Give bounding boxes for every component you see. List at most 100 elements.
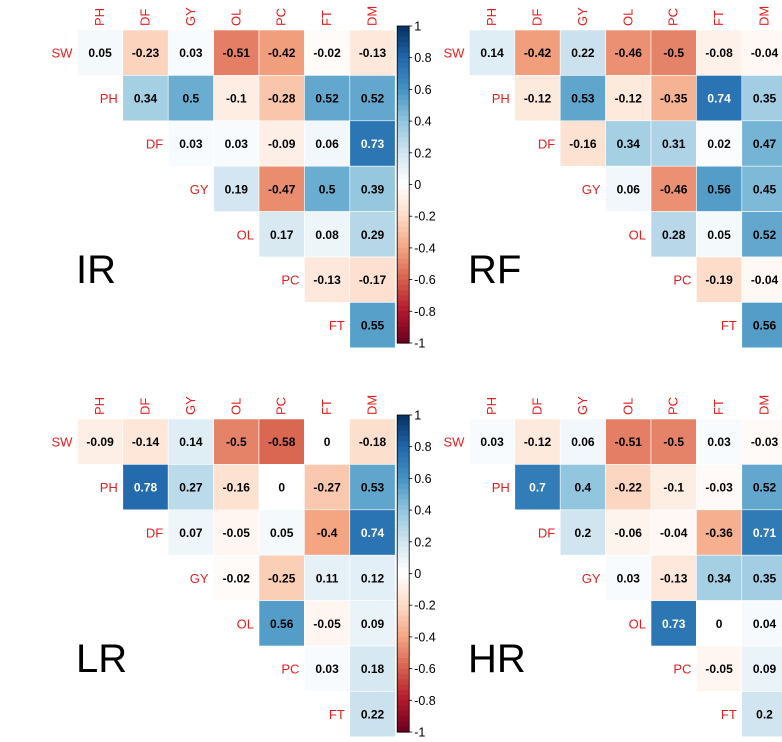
- colorbar-segment: [397, 515, 410, 522]
- colorbar-segment: [397, 716, 410, 723]
- heatmap-cell: [213, 29, 260, 76]
- colorbar-tick-label: 0.4: [414, 115, 431, 129]
- heatmap-cell: [514, 464, 561, 511]
- heatmap-cell: [650, 509, 697, 556]
- colorbar-segment: [397, 552, 410, 559]
- cell-value-label: 0.7: [529, 481, 546, 495]
- column-label: OL: [228, 398, 243, 415]
- row-label: GY: [582, 182, 601, 197]
- colorbar-segment: [397, 589, 410, 596]
- cell-value-label: -0.18: [359, 435, 387, 449]
- cell-value-label: -0.05: [223, 526, 251, 540]
- colorbar-segment: [397, 36, 410, 43]
- heatmap-cell: [741, 645, 782, 692]
- colorbar-segment: [397, 274, 410, 281]
- heatmap-cell: [122, 464, 169, 511]
- colorbar-segment: [397, 136, 410, 143]
- heatmap-cell: [741, 464, 782, 511]
- cell-value-label: 0: [716, 617, 723, 631]
- cell-value-label: 0.22: [361, 708, 385, 722]
- cell-value-label: 0.03: [315, 662, 339, 676]
- cell-value-label: -0.58: [268, 435, 296, 449]
- colorbar-segment: [397, 710, 410, 717]
- cell-value-label: 0.09: [361, 617, 385, 631]
- heatmap-cell: [650, 75, 697, 122]
- row-label: OL: [237, 227, 254, 242]
- colorbar-segment: [397, 31, 410, 38]
- row-label: SW: [443, 46, 465, 61]
- heatmap-cell: [258, 29, 305, 76]
- colorbar-segment: [397, 258, 410, 265]
- row-label: DF: [538, 137, 555, 152]
- panel-title: LR: [76, 637, 127, 681]
- heatmap-cell: [77, 29, 124, 76]
- cell-value-label: -0.5: [663, 46, 684, 60]
- row-label: DF: [146, 526, 163, 541]
- heatmap-cell: [650, 165, 697, 212]
- cell-value-label: -0.51: [615, 435, 643, 449]
- colorbar-segment: [397, 105, 410, 112]
- heatmap-cell: [304, 600, 351, 647]
- cell-value-label: 0.19: [225, 182, 249, 196]
- cell-value-label: -0.04: [660, 526, 688, 540]
- panel-title: IR: [76, 248, 116, 292]
- cell-value-label: -0.09: [86, 435, 114, 449]
- heatmap-cell: [213, 509, 260, 556]
- colorbar-segment: [397, 510, 410, 516]
- cell-value-label: 0.05: [707, 228, 731, 242]
- colorbar-segment: [397, 668, 410, 675]
- cell-value-label: 0.03: [179, 46, 203, 60]
- cell-value-label: -0.04: [751, 46, 779, 60]
- cell-value-label: -0.02: [313, 46, 341, 60]
- cell-value-label: 0.12: [361, 571, 385, 585]
- colorbar-segment: [397, 131, 410, 138]
- heatmap-cell: [741, 29, 782, 76]
- cell-value-label: 0.34: [707, 571, 731, 585]
- colorbar-segment: [397, 300, 410, 307]
- colorbar-tick-label: -1: [414, 337, 425, 351]
- colorbar-segment: [397, 295, 410, 302]
- colorbar-segment: [397, 541, 410, 548]
- cell-value-label: -0.23: [132, 46, 160, 60]
- cell-value-label: -0.16: [569, 137, 597, 151]
- heatmap-cell: [741, 120, 782, 167]
- cell-value-label: 0.06: [617, 182, 641, 196]
- colorbar-segment: [397, 642, 410, 649]
- cell-value-label: -0.17: [359, 273, 387, 287]
- cell-value-label: -0.1: [226, 92, 247, 106]
- colorbar-tick-label: -0.2: [414, 599, 436, 613]
- cell-value-label: -0.5: [663, 435, 684, 449]
- cell-value-label: 0.4: [575, 481, 592, 495]
- heatmap-cell: [469, 418, 516, 465]
- heatmap-cell: [696, 464, 743, 511]
- colorbar-tick-label: 0.8: [414, 440, 431, 454]
- heatmap-cell: [605, 509, 652, 556]
- cell-value-label: -0.46: [615, 46, 643, 60]
- colorbar-segment: [397, 242, 410, 249]
- heatmap-cell: [349, 120, 396, 167]
- cell-value-label: 0.47: [753, 137, 777, 151]
- column-label: OL: [620, 398, 635, 415]
- colorbar-segment: [397, 568, 410, 575]
- colorbar-tick-label: 0: [414, 567, 421, 581]
- heatmap-cell: [213, 418, 260, 465]
- colorbar-segment: [397, 62, 410, 69]
- column-label: OL: [228, 9, 243, 26]
- column-label: OL: [620, 9, 635, 26]
- cell-value-label: 0.5: [319, 182, 336, 196]
- heatmap-cell: [650, 29, 697, 76]
- column-label: GY: [183, 7, 198, 26]
- colorbar-segment: [397, 232, 410, 238]
- colorbar-segment: [397, 94, 410, 101]
- heatmap-cell: [741, 302, 782, 349]
- colorbar-segment: [397, 115, 410, 122]
- colorbar-segment: [397, 184, 410, 191]
- heatmap-cell: [741, 165, 782, 212]
- cell-value-label: 0.31: [662, 137, 686, 151]
- heatmap-cell: [696, 165, 743, 212]
- colorbar-segment: [397, 705, 410, 712]
- colorbar-tick-label: 0: [414, 178, 421, 192]
- heatmap-cell: [696, 645, 743, 692]
- cell-value-label: 0: [324, 435, 331, 449]
- colorbar-segment: [397, 684, 410, 691]
